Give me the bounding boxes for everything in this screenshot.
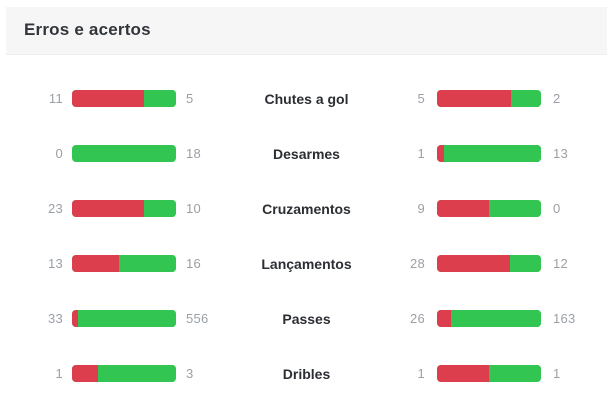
left-erros-acertos-bar <box>72 145 176 162</box>
left-erros-value: 11 <box>48 91 63 106</box>
right-erros-acertos-bar <box>437 310 541 327</box>
left-erros-acertos-bar <box>72 200 176 217</box>
erros-e-acertos-panel: Erros e acertos 11 5 Chutes a gol 5 2 0 … <box>0 7 613 407</box>
right-erros-value: 1 <box>417 146 425 161</box>
left-erros-acertos-bar <box>72 365 176 382</box>
left-acertos-value: 16 <box>186 256 202 271</box>
right-erros-acertos-bar <box>437 365 541 382</box>
right-acertos-value: 1 <box>553 366 561 381</box>
left-erros-bar-segment <box>72 365 98 382</box>
stat-label: Cruzamentos <box>262 200 351 217</box>
right-acertos-value: 13 <box>553 146 569 161</box>
right-acertos-bar-segment <box>489 365 541 382</box>
left-erros-value: 33 <box>47 311 63 326</box>
right-erros-bar-segment <box>437 90 512 107</box>
left-erros-bar-segment <box>72 310 78 327</box>
stat-label: Chutes a gol <box>264 90 349 107</box>
right-acertos-bar-segment <box>511 90 541 107</box>
left-acertos-value: 3 <box>186 366 194 381</box>
left-erros-value: 1 <box>55 366 63 381</box>
left-acertos-bar-segment <box>98 365 176 382</box>
right-erros-value: 28 <box>409 256 425 271</box>
right-acertos-bar-segment <box>509 255 541 272</box>
left-acertos-bar-segment <box>118 255 176 272</box>
stat-row: 13 16 Lançamentos 28 12 <box>0 236 613 291</box>
right-acertos-bar-segment <box>451 310 541 327</box>
stat-row: 0 18 Desarmes 1 13 <box>0 126 613 181</box>
left-erros-value: 0 <box>55 146 63 161</box>
stat-row: 11 5 Chutes a gol 5 2 <box>0 71 613 126</box>
stat-label: Dribles <box>282 365 331 382</box>
left-acertos-bar-segment <box>72 145 176 162</box>
left-erros-acertos-bar <box>72 90 176 107</box>
right-erros-value: 1 <box>417 366 425 381</box>
right-erros-bar-segment <box>437 145 445 162</box>
right-acertos-value: 0 <box>553 201 561 216</box>
stat-label: Lançamentos <box>261 255 352 272</box>
panel-title: Erros e acertos <box>24 20 151 39</box>
right-acertos-value: 2 <box>553 91 561 106</box>
right-erros-acertos-bar <box>437 90 541 107</box>
left-erros-bar-segment <box>72 255 119 272</box>
right-erros-bar-segment <box>437 365 489 382</box>
right-erros-acertos-bar <box>437 200 541 217</box>
right-erros-value: 5 <box>417 91 425 106</box>
right-erros-bar-segment <box>437 255 510 272</box>
stat-row: 1 3 Dribles 1 1 <box>0 346 613 401</box>
right-erros-acertos-bar <box>437 145 541 162</box>
left-acertos-bar-segment <box>143 90 176 107</box>
stat-rows-container: 11 5 Chutes a gol 5 2 0 18 Desarmes 1 13… <box>0 55 613 401</box>
right-erros-value: 9 <box>417 201 425 216</box>
left-erros-acertos-bar <box>72 310 176 327</box>
left-erros-bar-segment <box>72 90 144 107</box>
right-erros-bar-segment <box>437 200 489 217</box>
right-erros-value: 26 <box>409 311 425 326</box>
right-acertos-value: 12 <box>553 256 569 271</box>
right-erros-acertos-bar <box>437 255 541 272</box>
left-acertos-value: 18 <box>186 146 202 161</box>
right-acertos-bar-segment <box>444 145 541 162</box>
left-erros-value: 23 <box>47 201 63 216</box>
left-acertos-value: 556 <box>186 311 209 326</box>
panel-header: Erros e acertos <box>6 7 607 55</box>
stat-label: Desarmes <box>273 145 340 162</box>
left-acertos-bar-segment <box>144 200 176 217</box>
left-erros-value: 13 <box>47 256 63 271</box>
stat-row: 23 10 Cruzamentos 9 0 <box>0 181 613 236</box>
left-erros-acertos-bar <box>72 255 176 272</box>
stat-label: Passes <box>282 310 331 327</box>
left-acertos-value: 5 <box>186 91 194 106</box>
stat-row: 33 556 Passes 26 163 <box>0 291 613 346</box>
left-erros-bar-segment <box>72 200 145 217</box>
left-acertos-value: 10 <box>186 201 202 216</box>
right-acertos-value: 163 <box>553 311 576 326</box>
left-acertos-bar-segment <box>77 310 176 327</box>
right-acertos-bar-segment <box>488 200 541 217</box>
right-erros-bar-segment <box>437 310 452 327</box>
